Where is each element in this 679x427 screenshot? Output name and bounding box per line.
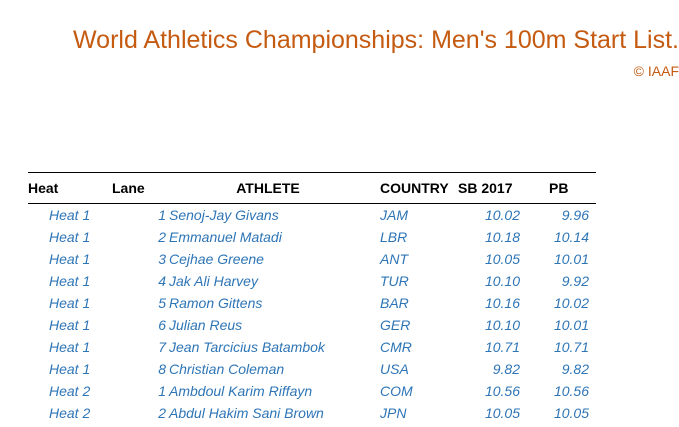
cell-lane: 7 (158, 339, 166, 355)
cell-lane: 2 (158, 229, 166, 245)
cell-lane: 1 (158, 383, 166, 399)
cell-heat: Heat 1 (49, 229, 91, 245)
cell-pb: 9.92 (561, 273, 589, 289)
table-row: Heat 2 1 Ambdoul Karim Riffayn COM 10.56 10.5… (28, 380, 596, 402)
cell-pb: 10.02 (553, 295, 589, 311)
header-country: COUNTRY (380, 180, 449, 196)
cell-country: GER (380, 317, 411, 333)
cell-country: COM (380, 383, 413, 399)
cell-country: LBR (380, 229, 408, 245)
cell-athlete: Ambdoul Karim Riffayn (169, 383, 313, 399)
cell-heat: Heat 1 (49, 251, 91, 267)
cell-pb: 10.56 (553, 383, 589, 399)
cell-athlete: Cejhae Greene (169, 251, 264, 267)
cell-country: CMR (380, 339, 412, 355)
table-header: Heat Lane ATHLETE COUNTRY SB 2017 PB (28, 173, 596, 204)
cell-heat: Heat 1 (49, 317, 91, 333)
header-pb: PB (549, 180, 569, 196)
header-heat: Heat (28, 180, 59, 196)
cell-country: USA (380, 361, 409, 377)
table-row: Heat 1 7 Jean Tarcicius Batambok CMR 10.71 10… (28, 336, 596, 358)
cell-pb: 10.14 (553, 229, 589, 245)
cell-sb: 10.02 (484, 207, 520, 223)
cell-athlete: Christian Coleman (169, 361, 285, 377)
cell-lane: 5 (158, 295, 166, 311)
cell-sb: 10.16 (484, 295, 520, 311)
table-row: Heat 1 4 Jak Ali Harvey TUR 10.10 9.92 (28, 270, 596, 292)
cell-lane: 4 (158, 273, 166, 289)
cell-pb: 10.01 (553, 317, 589, 333)
cell-lane: 1 (158, 207, 166, 223)
cell-athlete: Julian Reus (169, 317, 243, 333)
cell-heat: Heat 1 (49, 207, 91, 223)
cell-athlete: Abdul Hakim Sani Brown (169, 405, 324, 421)
page-title: World Athletics Championships: Men's 100… (73, 26, 679, 54)
cell-sb: 10.18 (484, 229, 520, 245)
cell-sb: 10.56 (484, 383, 520, 399)
cell-pb: 10.01 (553, 251, 589, 267)
table-row: Heat 1 2 Emmanuel Matadi LBR 10.18 10.14 (28, 226, 596, 248)
cell-sb: 10.05 (484, 251, 520, 267)
cell-sb: 9.82 (492, 361, 520, 377)
header-sb: SB 2017 (458, 180, 513, 196)
cell-athlete: Jak Ali Harvey (169, 273, 258, 289)
cell-lane: 8 (158, 361, 166, 377)
cell-heat: Heat 1 (49, 295, 91, 311)
cell-lane: 2 (158, 405, 166, 421)
cell-country: TUR (380, 273, 409, 289)
cell-athlete: Emmanuel Matadi (169, 229, 282, 245)
cell-country: BAR (380, 295, 409, 311)
header-athlete: ATHLETE (236, 180, 300, 196)
cell-sb: 10.71 (484, 339, 520, 355)
cell-heat: Heat 1 (49, 361, 91, 377)
cell-sb: 10.10 (484, 273, 520, 289)
cell-athlete: Ramon Gittens (169, 295, 263, 311)
cell-athlete: Jean Tarcicius Batambok (169, 339, 325, 355)
cell-country: ANT (380, 251, 408, 267)
cell-heat: Heat 2 (49, 405, 91, 421)
cell-pb: 9.96 (561, 207, 589, 223)
table-row: Heat 1 8 Christian Coleman USA 9.82 9.82 (28, 358, 596, 380)
cell-sb: 10.05 (484, 405, 520, 421)
cell-lane: 3 (158, 251, 166, 267)
table-row: Heat 1 1 Senoj-Jay Givans JAM 10.02 9.96 (28, 204, 596, 226)
cell-sb: 10.10 (484, 317, 520, 333)
header-lane: Lane (112, 180, 145, 196)
table-row: Heat 1 3 Cejhae Greene ANT 10.05 10.01 (28, 248, 596, 270)
table-row: Heat 1 6 Julian Reus GER 10.10 10.01 (28, 314, 596, 336)
cell-lane: 6 (158, 317, 166, 333)
table-row: Heat 1 5 Ramon Gittens BAR 10.16 10.02 (28, 292, 596, 314)
cell-pb: 10.71 (553, 339, 589, 355)
cell-heat: Heat 2 (49, 383, 91, 399)
cell-pb: 9.82 (561, 361, 589, 377)
cell-country: JPN (380, 405, 407, 421)
cell-heat: Heat 1 (49, 339, 91, 355)
start-list-table: Heat Lane ATHLETE COUNTRY SB 2017 PB Hea… (28, 172, 596, 424)
cell-pb: 10.05 (553, 405, 589, 421)
table-row: Heat 2 2 Abdul Hakim Sani Brown JPN 10.05 10.… (28, 402, 596, 424)
cell-heat: Heat 1 (49, 273, 91, 289)
table-body: Heat 1 1 Senoj-Jay Givans JAM 10.02 9.96 Heat … (28, 204, 596, 424)
copyright-notice: © IAAF (633, 63, 679, 79)
cell-athlete: Senoj-Jay Givans (169, 207, 279, 223)
cell-country: JAM (380, 207, 408, 223)
